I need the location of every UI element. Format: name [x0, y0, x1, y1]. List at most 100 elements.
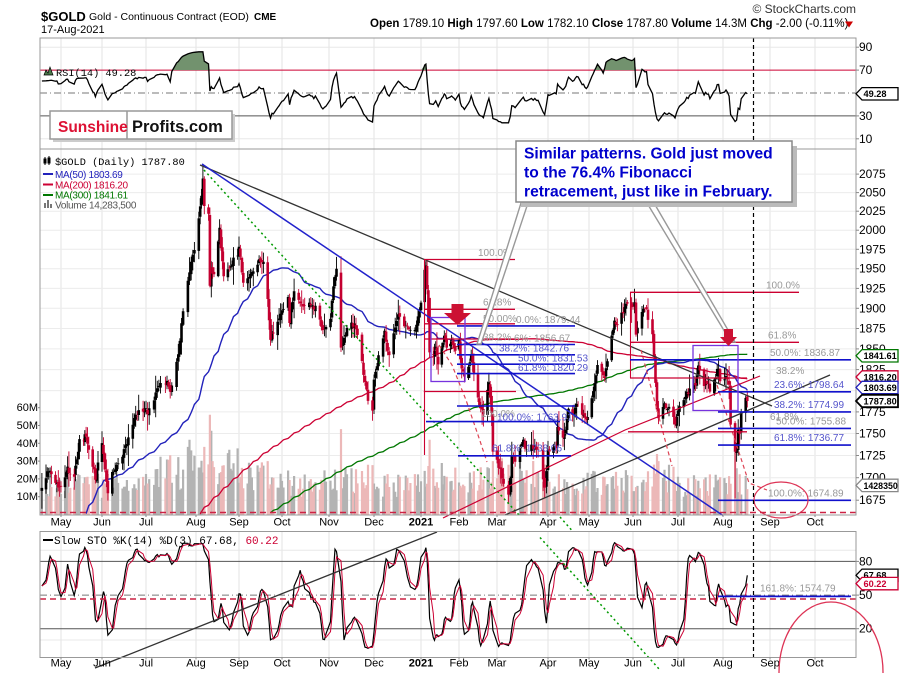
svg-text:1725: 1725 — [859, 449, 886, 463]
svg-text:50.00%: 50.00% — [483, 314, 517, 325]
svg-text:Jul: Jul — [671, 517, 685, 529]
svg-text:May: May — [579, 517, 600, 529]
svg-text:20M: 20M — [17, 473, 38, 485]
svg-text:MA(200) 1816.20: MA(200) 1816.20 — [55, 180, 129, 191]
svg-text:100.0%: 100.0% — [481, 409, 515, 420]
svg-text:61.8%: 1820.29: 61.8%: 1820.29 — [518, 363, 588, 374]
svg-text:Volume 14,283,500: Volume 14,283,500 — [55, 201, 137, 212]
svg-text:retracement, just like in Febr: retracement, just like in February. — [524, 184, 772, 201]
svg-text:Dec: Dec — [364, 658, 384, 670]
svg-text:23.6%: 1798.64: 23.6%: 1798.64 — [774, 380, 844, 391]
svg-text:20: 20 — [859, 622, 873, 636]
svg-text:1675: 1675 — [859, 493, 886, 507]
svg-text:Dec: Dec — [364, 517, 384, 529]
svg-text:50.0%: 1755.88: 50.0%: 1755.88 — [776, 416, 846, 427]
svg-text:40M: 40M — [17, 438, 38, 450]
svg-text:1925: 1925 — [859, 281, 886, 295]
svg-text:1900: 1900 — [859, 301, 886, 315]
svg-text:Sep: Sep — [760, 517, 780, 529]
svg-text:Aug: Aug — [713, 658, 733, 670]
svg-text:38.2%: 1774.99: 38.2%: 1774.99 — [774, 400, 844, 411]
svg-text:Apr: Apr — [539, 517, 556, 529]
svg-text:May: May — [51, 658, 72, 670]
svg-text:61.8%: 61.8% — [768, 330, 796, 341]
svg-text:Sep: Sep — [229, 658, 249, 670]
svg-text:Feb: Feb — [450, 517, 469, 529]
svg-text:Sep: Sep — [760, 658, 780, 670]
svg-text:1428350: 1428350 — [864, 481, 898, 491]
svg-text:to the 76.4% Fibonacci: to the 76.4% Fibonacci — [524, 165, 692, 182]
svg-text:May: May — [51, 517, 72, 529]
svg-text:Aug: Aug — [186, 517, 206, 529]
svg-text:100.0%: 100.0% — [478, 248, 512, 259]
svg-text:Similar patterns. Gold just mo: Similar patterns. Gold just moved — [524, 146, 773, 163]
svg-text:61.8%: 1736.77: 61.8%: 1736.77 — [774, 433, 844, 444]
svg-text:161.8%: 1574.79: 161.8%: 1574.79 — [760, 584, 836, 595]
svg-text:2021: 2021 — [409, 517, 433, 529]
svg-text:Jul: Jul — [139, 658, 153, 670]
svg-text:38.2%: 1842.76: 38.2%: 1842.76 — [499, 344, 569, 355]
svg-text:2025: 2025 — [859, 204, 886, 218]
svg-text:70: 70 — [859, 63, 873, 77]
svg-text:60M: 60M — [17, 402, 38, 414]
svg-text:Nov: Nov — [319, 658, 339, 670]
svg-text:61.8%: 61.8% — [483, 298, 511, 309]
svg-text:1975: 1975 — [859, 242, 886, 256]
svg-text:100.0%: 1763.91: 100.0%: 1763.91 — [497, 413, 573, 424]
svg-text:Sunshine: Sunshine — [58, 119, 128, 136]
svg-text:MA(50) 1803.69: MA(50) 1803.69 — [55, 170, 123, 181]
svg-text:2000: 2000 — [859, 223, 886, 237]
svg-text:1841.61: 1841.61 — [864, 351, 897, 361]
svg-text:17-Aug-2021: 17-Aug-2021 — [41, 24, 105, 36]
svg-text:1803.69: 1803.69 — [864, 383, 897, 393]
svg-text:1750: 1750 — [859, 427, 886, 441]
svg-text:38.2%: 38.2% — [483, 333, 511, 344]
svg-text:0.0%: 1879.44: 0.0%: 1879.44 — [516, 315, 581, 326]
svg-text:30: 30 — [859, 109, 873, 123]
svg-text:Profits.com: Profits.com — [132, 118, 223, 136]
svg-text:50.0%: 1836.87: 50.0%: 1836.87 — [770, 348, 840, 359]
svg-text:1787.80: 1787.80 — [864, 396, 897, 406]
svg-text:1775: 1775 — [859, 405, 886, 419]
svg-text:49.28: 49.28 — [864, 89, 887, 99]
svg-text:80: 80 — [859, 554, 873, 568]
svg-text:Aug: Aug — [186, 658, 206, 670]
svg-text:67.68: 67.68 — [864, 571, 887, 581]
svg-text:Aug: Aug — [713, 517, 733, 529]
svg-text:2021: 2021 — [409, 658, 433, 670]
svg-text:30M: 30M — [17, 456, 38, 468]
svg-text:1816.20: 1816.20 — [864, 372, 897, 382]
svg-text:Gold - Continuous Contract (EO: Gold - Continuous Contract (EOD) — [89, 11, 249, 23]
svg-text:© StockCharts.com: © StockCharts.com — [752, 2, 856, 16]
svg-text:Jun: Jun — [624, 658, 642, 670]
svg-text:61.8%: 1738.06: 61.8%: 1738.06 — [492, 444, 562, 455]
svg-text:Jul: Jul — [671, 658, 685, 670]
svg-text:RSI(14) 49.28: RSI(14) 49.28 — [56, 68, 136, 80]
svg-text:Oct: Oct — [273, 658, 290, 670]
svg-text:Feb: Feb — [450, 658, 469, 670]
svg-text:Oct: Oct — [806, 517, 823, 529]
svg-text:60.22: 60.22 — [864, 579, 887, 589]
svg-text:6%: 1856.67: 6%: 1856.67 — [514, 333, 571, 344]
svg-text:Apr: Apr — [539, 658, 556, 670]
svg-text:50M: 50M — [17, 420, 38, 432]
svg-text:Jun: Jun — [93, 517, 111, 529]
svg-text:50.0%: 1831.53: 50.0%: 1831.53 — [518, 354, 588, 365]
svg-text:Jul: Jul — [139, 517, 153, 529]
svg-text:Nov: Nov — [319, 517, 339, 529]
svg-text:Mar: Mar — [488, 658, 507, 670]
svg-text:61.8%: 61.8% — [770, 412, 798, 423]
svg-text:Mar: Mar — [488, 517, 507, 529]
svg-text:2075: 2075 — [859, 167, 886, 181]
svg-text:38.2%: 38.2% — [776, 366, 804, 377]
svg-text:MA(300) 1841.61: MA(300) 1841.61 — [55, 191, 129, 202]
svg-text:Slow STO %K(14) %D(3) 67.68, 6: Slow STO %K(14) %D(3) 67.68, 60.22 — [54, 536, 278, 548]
svg-text:Open 1789.10 High 1797.60 Low: Open 1789.10 High 1797.60 Low 1782.10 Cl… — [370, 18, 849, 30]
svg-text:Jun: Jun — [93, 658, 111, 670]
svg-text:1950: 1950 — [859, 262, 886, 276]
svg-text:Jun: Jun — [624, 517, 642, 529]
svg-text:May: May — [579, 658, 600, 670]
svg-text:10M: 10M — [17, 491, 38, 503]
svg-text:Oct: Oct — [806, 658, 823, 670]
svg-text:$GOLD: $GOLD — [41, 9, 86, 24]
